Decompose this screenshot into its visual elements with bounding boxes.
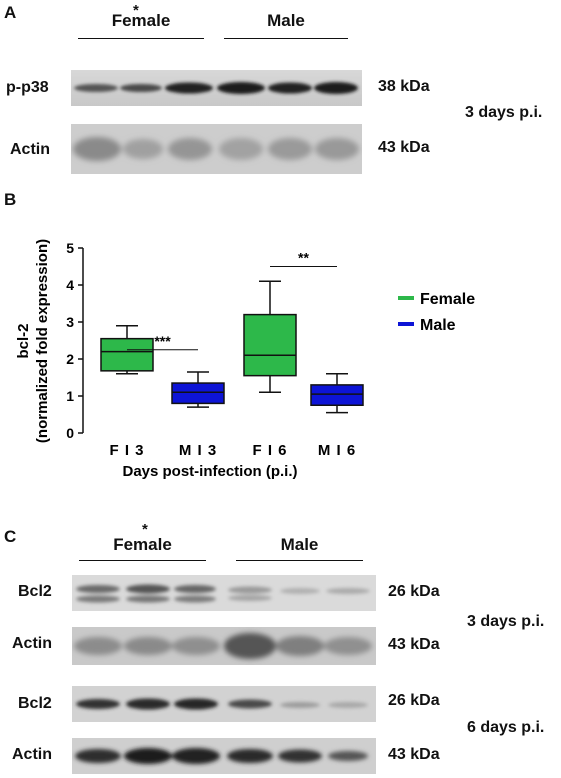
x-tick-label: F I 3 <box>109 442 144 459</box>
box <box>243 313 297 377</box>
panel-c-group-male: Male <box>280 535 319 554</box>
y-axis-label-line2: (normalized fold expression) <box>34 239 51 443</box>
panel-a-male-underline <box>224 38 348 39</box>
panel-a-row2-label: Actin <box>10 141 50 158</box>
panel-b-letter: B <box>4 190 17 209</box>
panel-c-bcl2-3d-blot <box>72 575 376 611</box>
x-tick-label: M I 3 <box>179 442 217 459</box>
panel-c-row4-kda: 43 kDa <box>388 746 440 763</box>
x-tick-label: F I 6 <box>252 442 287 459</box>
legend-swatch <box>398 322 414 326</box>
y-tick-label: 3 <box>66 314 74 330</box>
panel-c-bcl2-6d-blot <box>72 686 376 722</box>
panel-c-female-underline <box>79 560 206 561</box>
panel-a-asterisk: * <box>133 2 139 19</box>
panel-c-asterisk: * <box>142 521 148 538</box>
legend-label: Male <box>420 317 456 334</box>
x-axis-label: Days post-infection (p.i.) <box>122 463 297 480</box>
panel-c-actin-6d-blot <box>72 738 376 774</box>
panel-c-row1-label: Bcl2 <box>18 583 52 600</box>
panel-c-row2-label: Actin <box>12 635 52 652</box>
significance-label: ** <box>298 250 309 266</box>
y-tick-label: 2 <box>66 351 74 367</box>
panel-a-row1-label: p-p38 <box>6 79 49 96</box>
panel-a-row2-kda: 43 kDa <box>378 139 430 156</box>
panel-a-actin-blot <box>71 124 362 174</box>
panel-c-row4-label: Actin <box>12 746 52 763</box>
x-tick-label: M I 6 <box>318 442 356 459</box>
box <box>171 382 225 405</box>
significance-label: *** <box>154 333 171 349</box>
panel-a-time-label: 3 days p.i. <box>465 104 543 121</box>
y-tick-label: 4 <box>66 277 74 293</box>
y-tick-label: 0 <box>66 425 74 441</box>
panel-c-male-underline <box>236 560 363 561</box>
y-axis-label-line1: bcl-2 <box>15 323 32 358</box>
panel-a-pp38-blot <box>71 70 362 106</box>
panel-c-row3-kda: 26 kDa <box>388 692 440 709</box>
panel-a-female-underline <box>78 38 204 39</box>
y-tick-label: 5 <box>66 240 74 256</box>
bcl2-boxplot-chart: 0 1 2 3 4 5 bcl-2 (normalized fold expression) F… <box>15 239 475 480</box>
box <box>310 384 364 406</box>
box <box>100 337 154 372</box>
panel-c-group-female: Female <box>113 535 172 554</box>
panel-a-group-male: Male <box>267 11 305 30</box>
panel-c-row3-label: Bcl2 <box>18 695 52 712</box>
panel-a-row1-kda: 38 kDa <box>378 78 430 95</box>
legend-swatch <box>398 296 414 300</box>
panel-c-row1-kda: 26 kDa <box>388 583 440 600</box>
legend-label: Female <box>420 291 475 308</box>
panel-a-letter: A <box>4 3 17 22</box>
panel-a-group-female: Female <box>111 11 171 30</box>
panel-c-letter: C <box>4 527 17 546</box>
y-tick-label: 1 <box>66 388 74 404</box>
panel-c-actin-3d-blot <box>72 627 376 665</box>
panel-c-row2-kda: 43 kDa <box>388 636 440 653</box>
panel-c-time3-label: 3 days p.i. <box>467 613 545 630</box>
panel-c-time6-label: 6 days p.i. <box>467 719 545 736</box>
